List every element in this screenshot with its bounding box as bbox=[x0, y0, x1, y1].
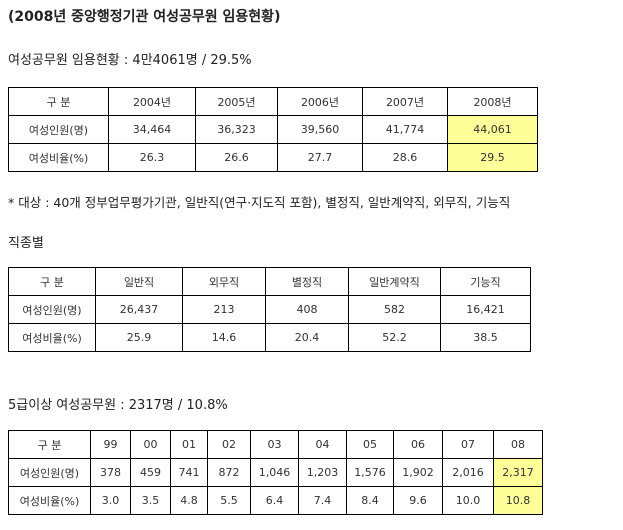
table-cell: 38.5 bbox=[440, 323, 531, 352]
table-row: 여성인원(명) 378 459 741 872 1,046 1,203 1,576 1,902 2… bbox=[8, 458, 543, 487]
table-cell: 여성인원(명) bbox=[8, 458, 91, 487]
header-cell: 06 bbox=[393, 430, 443, 459]
table-cell: 459 bbox=[130, 458, 171, 487]
header-cell: 일반직 bbox=[95, 267, 183, 296]
table-cell: 41,774 bbox=[362, 115, 448, 144]
table-cell: 34,464 bbox=[108, 115, 196, 144]
table-cell: 872 bbox=[207, 458, 251, 487]
header-row: 구 분 99 00 01 02 03 04 05 06 07 08 bbox=[8, 430, 543, 459]
header-cell: 기능직 bbox=[440, 267, 531, 296]
table-cell: 7.4 bbox=[298, 486, 347, 515]
table-cell: 1,203 bbox=[298, 458, 347, 487]
section-heading: 여성공무원 임용현황 : 4만4061명 / 29.5% bbox=[8, 53, 252, 68]
section-heading: 5급이상 여성공무원 : 2317명 / 10.8% bbox=[8, 398, 228, 413]
table-cell: 1,576 bbox=[346, 458, 394, 487]
header-cell: 2005년 bbox=[195, 87, 278, 116]
table-cell: 여성인원(명) bbox=[8, 295, 96, 324]
table-cell: 25.9 bbox=[95, 323, 183, 352]
data-table: 구 분 2004년 2005년 2006년 2007년 2008년 여성인원(명) 34,46… bbox=[8, 87, 538, 172]
table-cell: 29.5 bbox=[447, 143, 538, 172]
table-cell: 26,437 bbox=[95, 295, 183, 324]
table-cell: 26.6 bbox=[195, 143, 278, 172]
table-row: 여성인원(명) 34,464 36,323 39,560 41,774 44,061 bbox=[8, 115, 538, 144]
table-cell: 9.6 bbox=[393, 486, 443, 515]
header-cell: 03 bbox=[250, 430, 299, 459]
table-cell: 1,046 bbox=[250, 458, 299, 487]
header-cell: 07 bbox=[442, 430, 494, 459]
table-cell: 5.5 bbox=[207, 486, 251, 515]
table-cell: 14.6 bbox=[182, 323, 266, 352]
table-cell: 408 bbox=[265, 295, 349, 324]
table-cell: 3.5 bbox=[130, 486, 171, 515]
table-cell: 213 bbox=[182, 295, 266, 324]
header-cell: 00 bbox=[130, 430, 171, 459]
table-cell: 26.3 bbox=[108, 143, 196, 172]
table-cell: 741 bbox=[170, 458, 208, 487]
table-row: 여성비율(%) 26.3 26.6 27.7 28.6 29.5 bbox=[8, 143, 538, 172]
header-cell: 2004년 bbox=[108, 87, 196, 116]
header-cell: 외무직 bbox=[182, 267, 266, 296]
table-cell: 4.8 bbox=[170, 486, 208, 515]
table-cell: 16,421 bbox=[440, 295, 531, 324]
table-row: 여성비율(%) 25.9 14.6 20.4 52.2 38.5 bbox=[8, 323, 531, 352]
table-cell: 6.4 bbox=[250, 486, 299, 515]
header-cell: 01 bbox=[170, 430, 208, 459]
title: (2008년 중앙행정기관 여성공무원 임용현황) bbox=[8, 9, 281, 25]
header-cell: 2007년 bbox=[362, 87, 448, 116]
section-heading: 직종별 bbox=[8, 236, 44, 251]
table-row: 여성비율(%) 3.0 3.5 4.8 5.5 6.4 7.4 8.4 9.6 10.0 10.8 bbox=[8, 486, 543, 515]
header-cell: 2008년 bbox=[447, 87, 538, 116]
header-cell: 일반계약직 bbox=[348, 267, 441, 296]
header-cell: 구 분 bbox=[8, 267, 96, 296]
header-cell: 2006년 bbox=[277, 87, 363, 116]
header-cell: 05 bbox=[346, 430, 394, 459]
table-cell: 27.7 bbox=[277, 143, 363, 172]
header-cell: 구 분 bbox=[8, 430, 91, 459]
table-cell: 여성인원(명) bbox=[8, 115, 109, 144]
table-cell: 36,323 bbox=[195, 115, 278, 144]
header-cell: 별정직 bbox=[265, 267, 349, 296]
data-table: 구 분 일반직 외무직 별정직 일반계약직 기능직 여성인원(명) 26,437 213 408 5… bbox=[8, 267, 531, 352]
table-cell: 2,016 bbox=[442, 458, 494, 487]
note: * 대상 : 40개 정부업무평가기관, 일반직(연구·지도직 포함), 별정직… bbox=[8, 195, 511, 210]
table-cell: 52.2 bbox=[348, 323, 441, 352]
header-row: 구 분 2004년 2005년 2006년 2007년 2008년 bbox=[8, 87, 538, 116]
header-cell: 99 bbox=[90, 430, 131, 459]
table-cell: 28.6 bbox=[362, 143, 448, 172]
header-row: 구 분 일반직 외무직 별정직 일반계약직 기능직 bbox=[8, 267, 531, 296]
header-cell: 02 bbox=[207, 430, 251, 459]
table-cell: 3.0 bbox=[90, 486, 131, 515]
header-cell: 구 분 bbox=[8, 87, 109, 116]
table-cell: 여성비율(%) bbox=[8, 486, 91, 515]
table-cell: 44,061 bbox=[447, 115, 538, 144]
table-cell: 20.4 bbox=[265, 323, 349, 352]
header-cell: 08 bbox=[493, 430, 543, 459]
table-cell: 여성비율(%) bbox=[8, 143, 109, 172]
table-cell: 10.0 bbox=[442, 486, 494, 515]
table-row: 여성인원(명) 26,437 213 408 582 16,421 bbox=[8, 295, 531, 324]
table-cell: 582 bbox=[348, 295, 441, 324]
table-cell: 378 bbox=[90, 458, 131, 487]
table-cell: 10.8 bbox=[493, 486, 543, 515]
header-cell: 04 bbox=[298, 430, 347, 459]
table-cell: 2,317 bbox=[493, 458, 543, 487]
table-cell: 1,902 bbox=[393, 458, 443, 487]
table-cell: 8.4 bbox=[346, 486, 394, 515]
data-table: 구 분 99 00 01 02 03 04 05 06 07 08 여성인원(명) 378 459 741 8… bbox=[8, 430, 543, 515]
table-cell: 여성비율(%) bbox=[8, 323, 96, 352]
table-cell: 39,560 bbox=[277, 115, 363, 144]
